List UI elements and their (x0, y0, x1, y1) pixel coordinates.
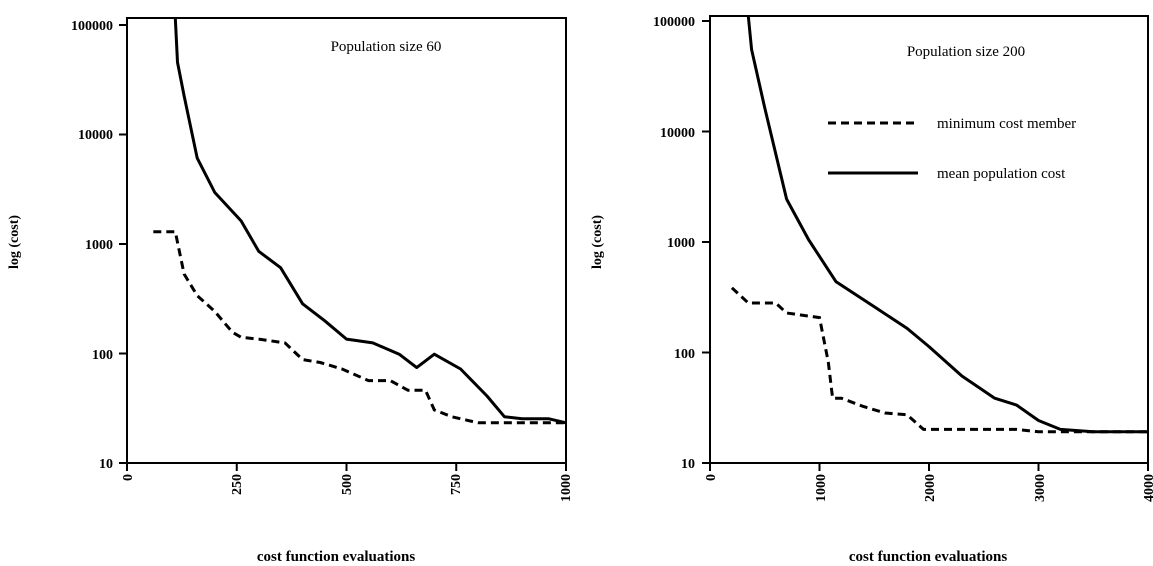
legend: minimum cost member mean population cost (828, 116, 1076, 182)
x-tick-label: 3000 (1033, 474, 1048, 502)
x-tick-label: 0 (704, 474, 719, 481)
y-tick-labels: 10 100 1000 10000 100000 (653, 15, 695, 472)
x-tick-label: 1000 (559, 474, 574, 502)
series-line-min-cost (730, 286, 1148, 434)
y-tick-label: 100000 (71, 19, 113, 34)
y-tick-label: 100 (92, 348, 113, 363)
y-tick-label: 10000 (78, 128, 113, 143)
chart-panel-pop60: Population size 60 log (cost) cost funct… (7, 17, 574, 565)
series-line-mean-cost (173, 17, 567, 425)
x-tick-labels: 0 1000 2000 3000 4000 (704, 474, 1153, 502)
legend-label-mean: mean population cost (937, 166, 1066, 182)
series-line-mean-cost (746, 15, 1148, 434)
x-tick-label: 1000 (814, 474, 829, 502)
y-axis-ticks (119, 24, 127, 464)
y-axis-ticks (702, 20, 710, 464)
y-axis-label: log (cost) (7, 215, 22, 269)
x-tick-label: 250 (230, 474, 245, 495)
chart-title: Population size 60 (331, 39, 442, 55)
x-tick-label: 2000 (923, 474, 938, 502)
series-line-min-cost (153, 230, 566, 425)
x-tick-label: 0 (121, 474, 136, 481)
x-tick-label: 4000 (1142, 474, 1153, 502)
x-axis-ticks (126, 463, 567, 471)
y-tick-labels: 10 100 1000 10000 100000 (71, 19, 113, 472)
x-axis-label: cost function evaluations (257, 549, 416, 565)
chart-title: Population size 200 (907, 44, 1025, 60)
y-tick-label: 100 (674, 347, 695, 362)
x-axis-label: cost function evaluations (849, 549, 1008, 565)
x-axis-ticks (709, 463, 1149, 471)
x-tick-label: 500 (340, 474, 355, 495)
plot-frame (126, 17, 567, 464)
y-tick-label: 1000 (667, 236, 695, 251)
chart-panel-pop200: Population size 200 log (cost) cost func… (590, 15, 1153, 565)
y-tick-label: 10 (99, 457, 113, 472)
y-tick-label: 10000 (660, 126, 695, 141)
legend-label-min: minimum cost member (937, 116, 1076, 132)
x-tick-labels: 0 250 500 750 1000 (121, 474, 574, 502)
y-tick-label: 100000 (653, 15, 695, 30)
x-tick-label: 750 (449, 474, 464, 495)
plot-frame (709, 15, 1149, 464)
y-axis-label: log (cost) (590, 215, 605, 269)
y-tick-label: 1000 (85, 238, 113, 253)
y-tick-label: 10 (681, 457, 695, 472)
